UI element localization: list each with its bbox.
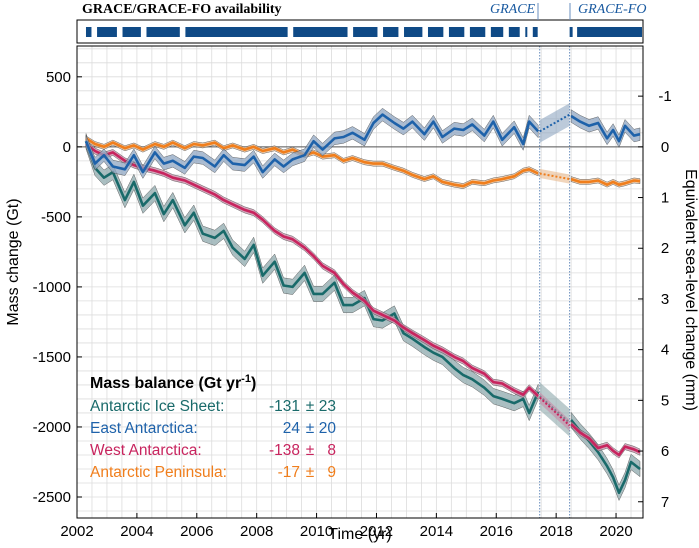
legend-entry-plusminus: ± xyxy=(306,464,315,481)
tick-labels: 2002 2004 2006 2008 2010 2012 2014 2016 2018 2020… xyxy=(33,69,672,540)
x-axis-title: Time (yr) xyxy=(328,526,391,543)
x-tick-label: 2020 xyxy=(599,523,632,540)
availability-bar xyxy=(448,27,465,37)
east-antarctica-line xyxy=(570,114,641,143)
availability-bar xyxy=(490,27,504,37)
legend-entry-rate: 24 xyxy=(283,420,301,437)
availability-bar xyxy=(577,27,642,37)
antarctic-ice-sheet-uncertainty-band xyxy=(570,411,641,502)
y-tick-label: -500 xyxy=(41,209,71,226)
availability-bar xyxy=(532,27,538,37)
x-tick-label: 2002 xyxy=(60,523,93,540)
y-tick-label: 500 xyxy=(46,69,71,86)
x-tick-label: 2004 xyxy=(120,523,153,540)
plot-frame xyxy=(76,45,644,519)
availability-bar xyxy=(404,27,423,37)
availability-bar xyxy=(85,27,92,37)
y2-tick-label: 6 xyxy=(661,443,669,460)
mission-label-grace: GRACE xyxy=(490,2,536,17)
legend-entry-name: West Antarctica: xyxy=(90,442,202,459)
x-tick-label: 2012 xyxy=(360,523,393,540)
legend-entry-uncertainty: 9 xyxy=(327,464,336,481)
legend-entry-rate: -138 xyxy=(269,442,300,459)
availability-title: GRACE/GRACE-FO availability xyxy=(82,2,282,17)
y-tick-label: 0 xyxy=(63,139,71,156)
plot-axes xyxy=(76,45,644,519)
series-layer xyxy=(84,103,641,502)
mission-label-gracefo: GRACE-FO xyxy=(578,2,646,17)
west-antarctica-gap-line xyxy=(539,396,571,427)
west-antarctica-uncertainty-band xyxy=(85,140,539,400)
y-tick-label: -1500 xyxy=(33,349,71,366)
legend-entry-rate: -131 xyxy=(269,398,300,415)
y-tick-label: -1000 xyxy=(33,279,71,296)
x-tick-label: 2010 xyxy=(300,523,333,540)
availability-panel: GRACE/GRACE-FO availability GRACE GRACE-… xyxy=(76,2,646,44)
availability-bar xyxy=(508,27,520,37)
y-tick-label: -2500 xyxy=(33,489,71,506)
y2-axis-title: Equivalent sea-level change (mm) xyxy=(682,169,699,411)
legend-entry-name: East Antarctica: xyxy=(90,420,198,437)
availability-bar xyxy=(293,27,348,37)
availability-bar xyxy=(427,27,444,37)
legend-entry-uncertainty: 20 xyxy=(319,420,337,437)
x-tick-label: 2018 xyxy=(539,523,572,540)
availability-bar xyxy=(569,27,573,37)
y2-tick-label: 4 xyxy=(661,342,669,359)
x-tick-label: 2008 xyxy=(240,523,273,540)
availability-bar xyxy=(353,27,378,37)
antarctic-peninsula-uncertainty-band xyxy=(85,135,539,189)
antarctic-peninsula-line xyxy=(85,137,539,188)
x-tick-label: 2006 xyxy=(180,523,213,540)
y-tick-label: -2000 xyxy=(33,419,71,436)
legend-entry-uncertainty: 8 xyxy=(327,442,336,459)
y2-tick-label: 2 xyxy=(661,240,669,257)
legend-entry-plusminus: ± xyxy=(306,398,315,415)
legend-entry-plusminus: ± xyxy=(306,420,315,437)
legend-entry-uncertainty: 23 xyxy=(319,398,336,415)
y2-tick-label: 1 xyxy=(661,190,669,207)
availability-bar xyxy=(185,27,288,37)
legend-entry-rate: -17 xyxy=(278,464,300,481)
legend: Mass balance (Gt yr-1) Antarctic Ice She… xyxy=(90,373,336,481)
availability-bar xyxy=(122,27,141,37)
west-antarctica-line xyxy=(570,423,641,457)
antarctic-peninsula-gap-band xyxy=(539,168,570,184)
y2-tick-label: 3 xyxy=(661,291,669,308)
availability-bar xyxy=(469,27,486,37)
availability-bars xyxy=(85,27,642,37)
antarctic-peninsula-gap-line xyxy=(539,172,570,181)
legend-entry-name: Antarctic Ice Sheet: xyxy=(90,398,224,415)
y2-tick-label: 0 xyxy=(661,139,669,156)
y2-tick-label: -1 xyxy=(658,88,671,105)
x-tick-label: 2016 xyxy=(480,523,513,540)
west-antarctica-line xyxy=(85,142,540,398)
y2-tick-label: 5 xyxy=(661,392,669,409)
legend-title: Mass balance (Gt yr-1) xyxy=(90,373,256,392)
y2-tick-label: 7 xyxy=(661,494,669,511)
legend-entry-name: Antarctic Peninsula: xyxy=(90,464,227,481)
availability-bar xyxy=(525,27,528,37)
antarctic-ice-sheet-line xyxy=(84,140,540,415)
x-tick-label: 2014 xyxy=(420,523,453,540)
y-axis-title: Mass change (Gt) xyxy=(5,198,22,325)
east-antarctica-gap-line xyxy=(539,113,571,133)
east-antarctica-uncertainty-band xyxy=(570,109,641,148)
availability-bar xyxy=(383,27,399,37)
east-antarctica-line xyxy=(84,113,540,174)
antarctic-peninsula-line xyxy=(570,177,641,186)
availability-bar xyxy=(146,27,180,37)
availability-bar xyxy=(97,27,117,37)
legend-entries: Antarctic Ice Sheet: -131 ±23 East Antarcti… xyxy=(90,398,336,481)
legend-entry-plusminus: ± xyxy=(306,442,315,459)
